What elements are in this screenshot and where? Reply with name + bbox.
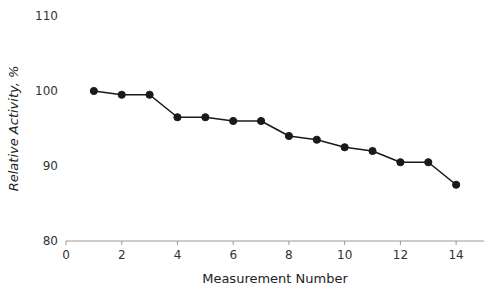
x-tick: [288, 241, 289, 245]
y-tick: [63, 166, 66, 167]
y-axis-label: Relative Activity, %: [6, 66, 21, 192]
line: [94, 91, 456, 185]
x-tick: [66, 241, 67, 245]
y-tick: [63, 16, 66, 17]
marker: [397, 159, 404, 166]
marker: [257, 117, 264, 124]
y-tick-label: 80: [43, 234, 58, 248]
marker: [341, 144, 348, 151]
y-tick: [63, 241, 66, 242]
x-axis-line: [66, 241, 484, 242]
marker: [285, 132, 292, 139]
y-tick: [63, 91, 66, 92]
marker: [369, 147, 376, 154]
marker: [230, 117, 237, 124]
y-tick-label: 90: [43, 159, 58, 173]
y-tick-label: 100: [35, 84, 58, 98]
x-tick-label: 8: [285, 248, 293, 262]
marker: [146, 91, 153, 98]
marker: [118, 91, 125, 98]
x-tick-label: 10: [337, 248, 352, 262]
x-tick: [344, 241, 345, 245]
x-tick-label: 14: [448, 248, 463, 262]
marker: [425, 159, 432, 166]
x-tick-label: 4: [174, 248, 182, 262]
chart: 0 2 4 6 8 10 12 14 80 90 100 110 Measurement Number R…: [0, 0, 500, 293]
marker: [202, 114, 209, 121]
marker: [90, 87, 97, 94]
y-tick-label: 110: [35, 9, 58, 23]
x-tick: [400, 241, 401, 245]
marker: [453, 181, 460, 188]
plot-area: [90, 87, 459, 188]
x-tick-label: 6: [229, 248, 237, 262]
x-axis-label: Measurement Number: [202, 271, 348, 286]
x-tick-label: 0: [62, 248, 70, 262]
x-tick-label: 12: [393, 248, 408, 262]
x-tick: [456, 241, 457, 245]
x-tick: [233, 241, 234, 245]
marker: [313, 136, 320, 143]
x-tick: [121, 241, 122, 245]
x-tick-label: 2: [118, 248, 126, 262]
marker: [174, 114, 181, 121]
x-tick: [177, 241, 178, 245]
